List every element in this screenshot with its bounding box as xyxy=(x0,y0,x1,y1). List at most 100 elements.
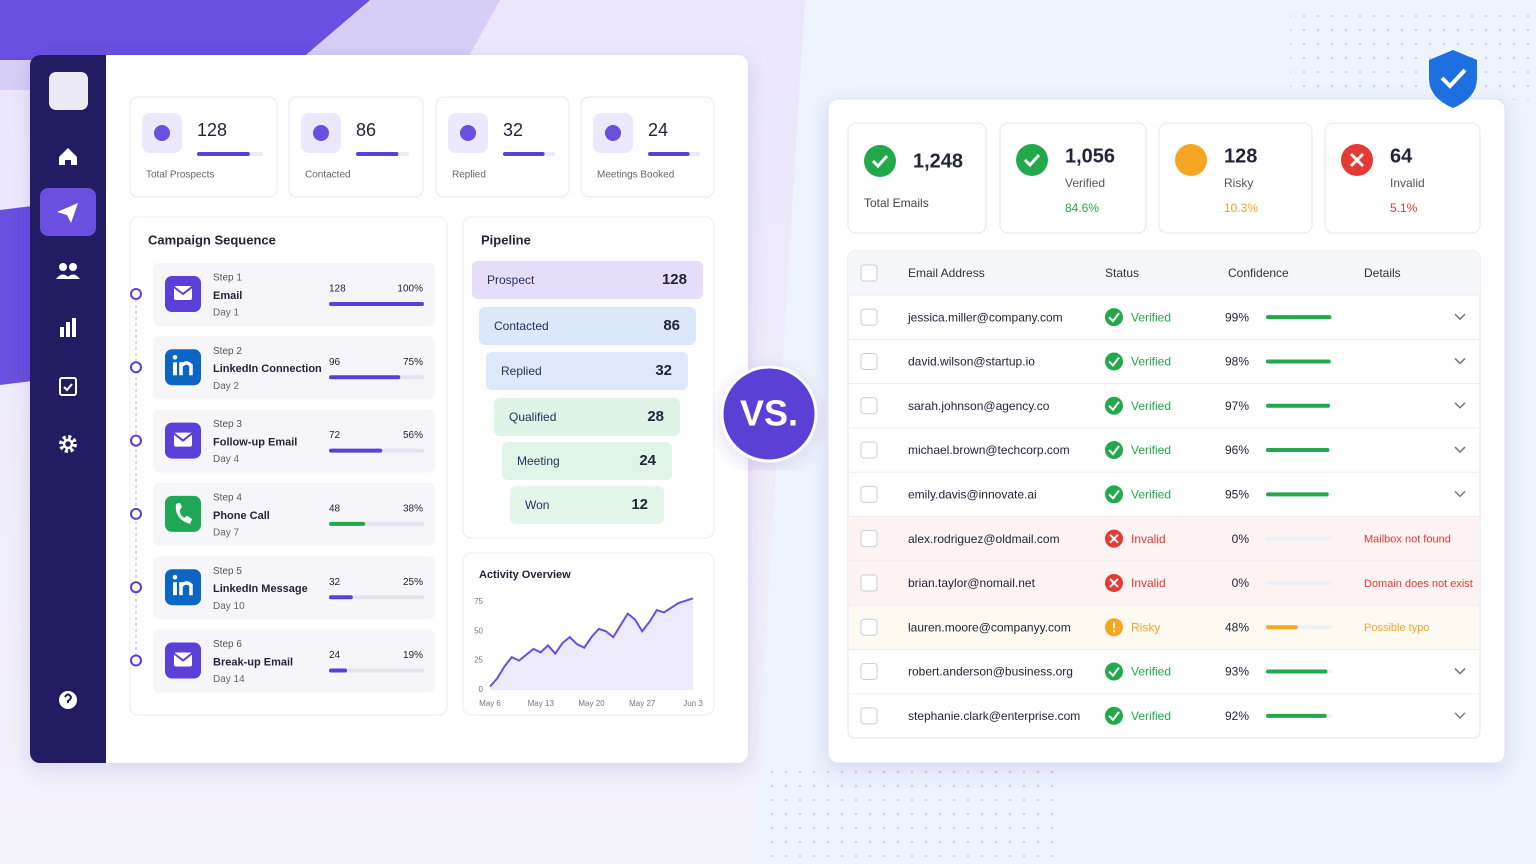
stat-value: 1,056 xyxy=(1065,145,1115,167)
stat-icon xyxy=(864,145,896,177)
email: stephanie.clark@enterprise.com xyxy=(908,709,1080,723)
stage-value: 28 xyxy=(647,408,664,425)
confidence-label: 0% xyxy=(1232,576,1250,590)
step-count: 24 xyxy=(329,650,341,661)
timeline-dot xyxy=(130,288,142,300)
activity-area xyxy=(490,598,693,690)
checkbox[interactable] xyxy=(860,574,878,592)
confidence-track xyxy=(1266,580,1332,585)
checkbox[interactable] xyxy=(860,707,878,725)
status: Invalid xyxy=(1131,576,1166,590)
stat-label: Replied xyxy=(452,170,486,181)
glyph xyxy=(1108,401,1120,412)
step-number: Step 4 xyxy=(213,493,242,504)
icon-send[interactable] xyxy=(57,203,78,223)
status: Verified xyxy=(1131,488,1171,502)
checkbox[interactable] xyxy=(860,530,878,548)
details: Mailbox not found xyxy=(1364,534,1451,546)
email: jessica.miller@company.com xyxy=(907,310,1063,324)
icon-help[interactable] xyxy=(59,691,77,709)
stat-glyph xyxy=(313,125,329,141)
icon-chart[interactable] xyxy=(60,318,76,337)
column-header: Details xyxy=(1364,266,1401,280)
status-icon xyxy=(1105,308,1123,327)
step-bar xyxy=(329,668,348,673)
column-header: Email Address xyxy=(908,266,985,280)
glyph xyxy=(1109,533,1119,544)
step-card xyxy=(153,263,435,326)
step-name: LinkedIn Message xyxy=(213,583,308,595)
chevron[interactable] xyxy=(1454,402,1466,409)
status-icon xyxy=(1105,706,1123,725)
confidence-label: 48% xyxy=(1225,620,1249,634)
step-track xyxy=(329,668,424,673)
glyph xyxy=(179,581,193,596)
step-name: Phone Call xyxy=(213,510,270,522)
checkbox[interactable] xyxy=(860,397,878,415)
timeline-dot xyxy=(130,361,142,374)
stat-label: Risky xyxy=(1224,176,1253,190)
x-tick-label: May 27 xyxy=(629,699,656,708)
y-tick-label: 75 xyxy=(474,597,483,606)
shield-check xyxy=(1440,68,1467,89)
confidence-bar xyxy=(1266,448,1330,453)
chevron[interactable] xyxy=(1454,313,1466,321)
checkbox[interactable] xyxy=(860,264,878,282)
confidence-bar xyxy=(1266,713,1327,718)
checkbox[interactable] xyxy=(860,441,878,459)
step-number: Step 6 xyxy=(213,639,242,650)
checkbox[interactable] xyxy=(860,485,878,503)
stat-label: Invalid xyxy=(1390,176,1425,190)
stat-label: Meetings Booked xyxy=(597,170,674,181)
timeline-dot xyxy=(130,434,142,447)
icon-users[interactable] xyxy=(56,263,80,279)
pipeline-stage xyxy=(510,486,664,524)
chevron[interactable] xyxy=(1454,446,1466,454)
confidence-track xyxy=(1266,536,1332,541)
pipeline-stage xyxy=(486,352,688,390)
stage-value: 128 xyxy=(662,271,687,288)
stat-rate: 5.1% xyxy=(1390,201,1418,215)
stat-label: Total Emails xyxy=(864,196,929,210)
y-tick-label: 50 xyxy=(474,626,483,635)
stat-value: 32 xyxy=(503,120,523,140)
stat-icon xyxy=(1016,144,1048,176)
step-day: Day 10 xyxy=(213,601,245,612)
pipeline-stage xyxy=(494,398,680,436)
chevron[interactable] xyxy=(1454,712,1466,719)
stage-value: 32 xyxy=(655,362,672,379)
glyph xyxy=(173,286,193,296)
column-header: Confidence xyxy=(1228,266,1289,280)
step-number: Step 1 xyxy=(213,273,242,284)
icon-home[interactable] xyxy=(59,148,77,165)
stage-name: Prospect xyxy=(487,273,535,287)
glyph xyxy=(1108,356,1120,367)
stat-glyph xyxy=(154,125,170,141)
icon-settings[interactable] xyxy=(59,435,77,453)
chevron[interactable] xyxy=(1454,490,1466,498)
step-percent: 25% xyxy=(403,577,423,588)
confidence-label: 95% xyxy=(1225,488,1249,502)
icon-tasks[interactable] xyxy=(59,377,77,396)
glyph xyxy=(173,432,193,442)
timeline-dot xyxy=(130,654,142,667)
checkbox[interactable] xyxy=(860,352,878,370)
status-icon xyxy=(1105,396,1123,415)
glyph xyxy=(871,154,889,169)
chevron[interactable] xyxy=(1454,357,1466,365)
glyph xyxy=(173,652,193,662)
decor-dots xyxy=(760,770,1060,864)
pipeline-stage xyxy=(479,307,696,345)
email: david.wilson@startup.io xyxy=(908,355,1035,369)
checkbox[interactable] xyxy=(860,663,878,681)
checkbox[interactable] xyxy=(860,308,878,326)
checkbox[interactable] xyxy=(860,618,878,636)
activity-title: Activity Overview xyxy=(479,569,571,581)
step-number: Step 3 xyxy=(213,419,242,430)
stage-name: Won xyxy=(525,498,549,512)
confidence-bar xyxy=(1266,403,1331,408)
stage-name: Replied xyxy=(501,364,542,378)
chevron[interactable] xyxy=(1454,668,1466,675)
stat-glyph xyxy=(605,125,621,141)
decor xyxy=(0,0,370,60)
